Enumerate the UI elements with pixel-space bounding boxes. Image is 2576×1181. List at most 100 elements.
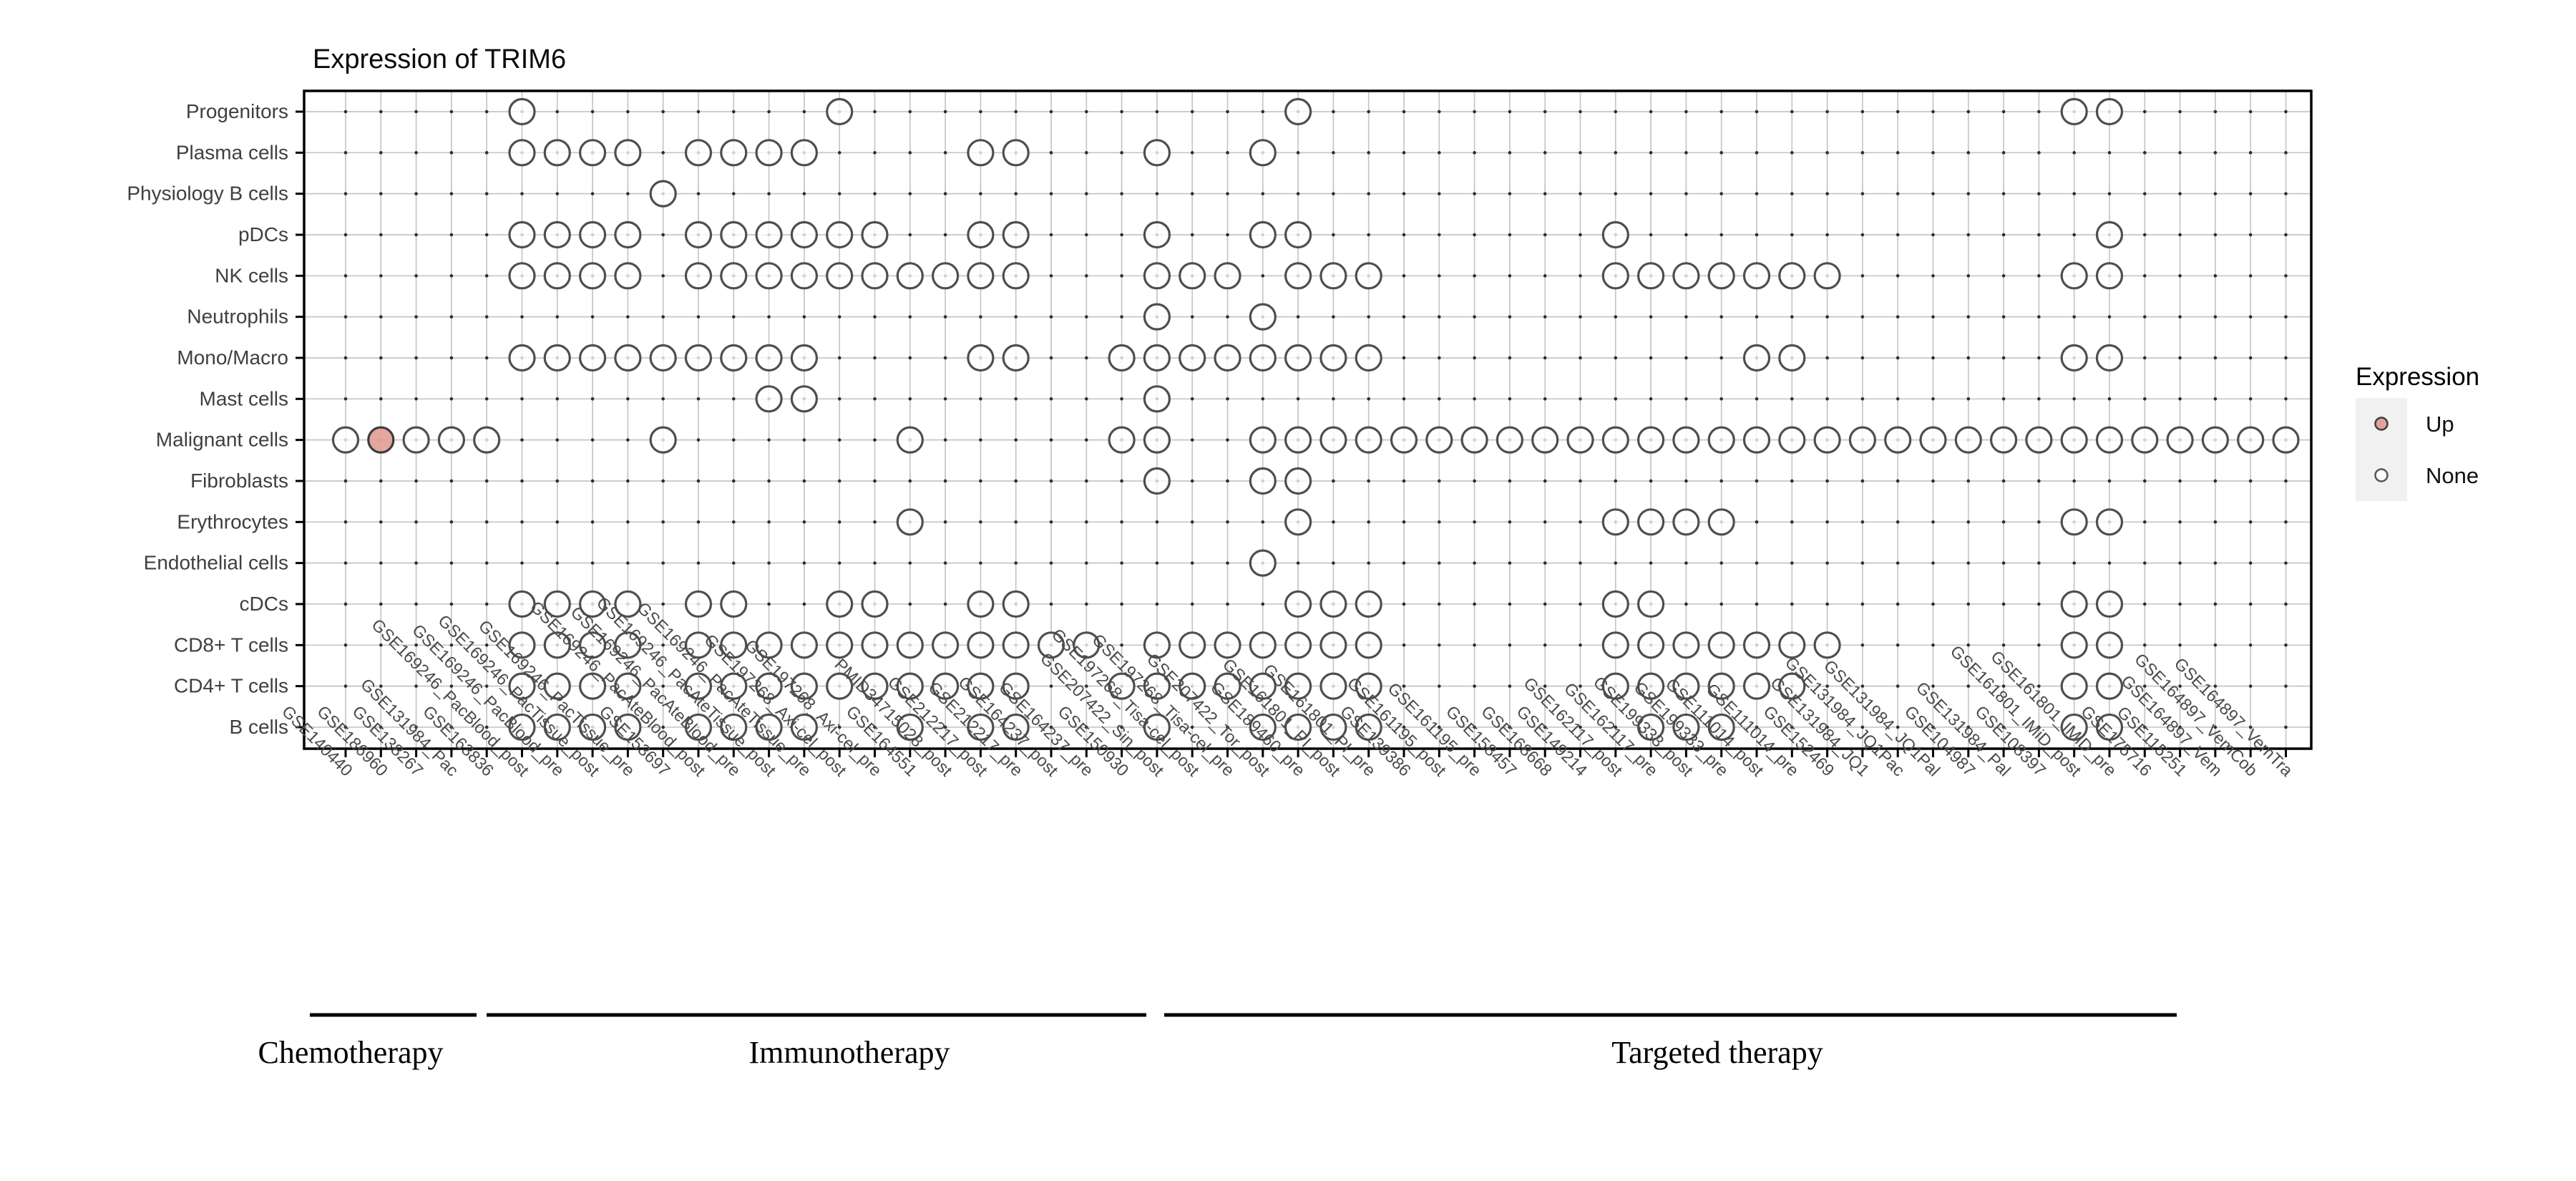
grid-point [1931, 520, 1935, 524]
grid-point [343, 110, 348, 114]
grid-point [1684, 110, 1688, 114]
expression-none-circle [1637, 713, 1665, 742]
grid-point [1226, 561, 1229, 565]
expression-none-circle [790, 220, 819, 249]
grid-point [1931, 151, 1935, 155]
grid-point [1508, 356, 1512, 360]
grid-point [1190, 110, 1194, 114]
grid-point [449, 274, 454, 278]
grid-point [1896, 643, 1900, 647]
grid-point [1790, 479, 1794, 483]
grid-point [1226, 602, 1229, 606]
grid-point [2284, 356, 2288, 360]
grid-point [661, 561, 665, 565]
grid-point [414, 192, 418, 195]
grid-point [1543, 397, 1547, 401]
grid-point [2107, 315, 2112, 319]
y-axis-label: CD8+ T cells [174, 633, 288, 656]
legend-up-dot [2374, 417, 2389, 431]
grid-point [1085, 356, 1088, 360]
expression-none-circle [1601, 631, 1629, 659]
grid-point [1719, 192, 1723, 195]
expression-none-circle [1284, 344, 1312, 372]
expression-none-circle [1319, 672, 1347, 700]
y-axis-label: Malignant cells [156, 429, 288, 451]
expression-none-circle [2025, 426, 2053, 454]
grid-point [873, 110, 877, 114]
grid-point [1332, 192, 1335, 195]
grid-point [379, 110, 383, 114]
grid-point [2072, 151, 2076, 155]
grid-point [943, 561, 947, 565]
grid-point [343, 684, 348, 688]
expression-none-circle [2095, 426, 2124, 454]
grid-point [1719, 479, 1723, 483]
expression-none-circle [967, 631, 995, 659]
expression-none-circle [790, 672, 819, 700]
page-title: Expression of TRIM6 [313, 44, 566, 74]
expression-none-circle [1319, 590, 1347, 618]
expression-none-circle [1319, 631, 1347, 659]
grid-point [2248, 643, 2253, 647]
grid-point [590, 479, 595, 483]
grid-point [837, 356, 841, 360]
grid-point [1332, 110, 1335, 114]
grid-point [1931, 356, 1935, 360]
grid-point [1684, 151, 1688, 155]
expression-none-circle [1813, 426, 1841, 454]
grid-point [873, 479, 877, 483]
expression-none-circle [967, 139, 995, 167]
grid-point [1896, 684, 1900, 688]
grid-point [979, 438, 982, 442]
grid-point [2037, 520, 2041, 524]
grid-point [626, 397, 630, 401]
grid-point [1190, 602, 1194, 606]
grid-point [1896, 602, 1900, 606]
grid-point [1085, 438, 1088, 442]
grid-point [837, 725, 841, 729]
grid-point [2284, 479, 2288, 483]
expression-none-circle [1143, 220, 1171, 249]
expression-none-circle [1002, 220, 1030, 249]
grid-point [1190, 233, 1194, 237]
grid-point [1438, 192, 1441, 195]
grid-point [2248, 110, 2253, 114]
grid-point [449, 233, 454, 237]
grid-point [414, 356, 418, 360]
grid-point [1402, 725, 1406, 729]
grid-point [943, 192, 947, 195]
grid-point [1190, 315, 1194, 319]
grid-point [2107, 397, 2112, 401]
expression-none-circle [720, 631, 748, 659]
grid-point [1966, 397, 1971, 401]
grid-point [449, 192, 454, 195]
grid-point [1860, 356, 1865, 360]
grid-point [2284, 397, 2288, 401]
grid-point [837, 151, 841, 155]
grid-point [2143, 233, 2147, 237]
grid-point [590, 110, 595, 114]
grid-point [1543, 192, 1547, 195]
grid-point [1860, 479, 1865, 483]
expression-none-circle [2131, 426, 2159, 454]
grid-point [1367, 397, 1370, 401]
grid-point [1825, 602, 1829, 606]
expression-none-circle [543, 139, 571, 167]
expression-none-circle [1143, 385, 1171, 413]
grid-point [1473, 315, 1476, 319]
grid-point [484, 110, 489, 114]
grid-point [1966, 520, 1971, 524]
grid-point [484, 725, 489, 729]
grid-point [1719, 151, 1723, 155]
grid-point [520, 561, 524, 565]
grid-point [802, 315, 806, 319]
expression-none-circle [1284, 220, 1312, 249]
expression-none-circle [967, 590, 995, 618]
grid-point [1014, 315, 1018, 319]
expression-none-circle [1249, 344, 1277, 372]
group-label: Immunotherapy [748, 1035, 950, 1070]
expression-none-circle [578, 672, 607, 700]
grid-point [449, 561, 454, 565]
grid-point [2248, 315, 2253, 319]
grid-point [626, 192, 630, 195]
